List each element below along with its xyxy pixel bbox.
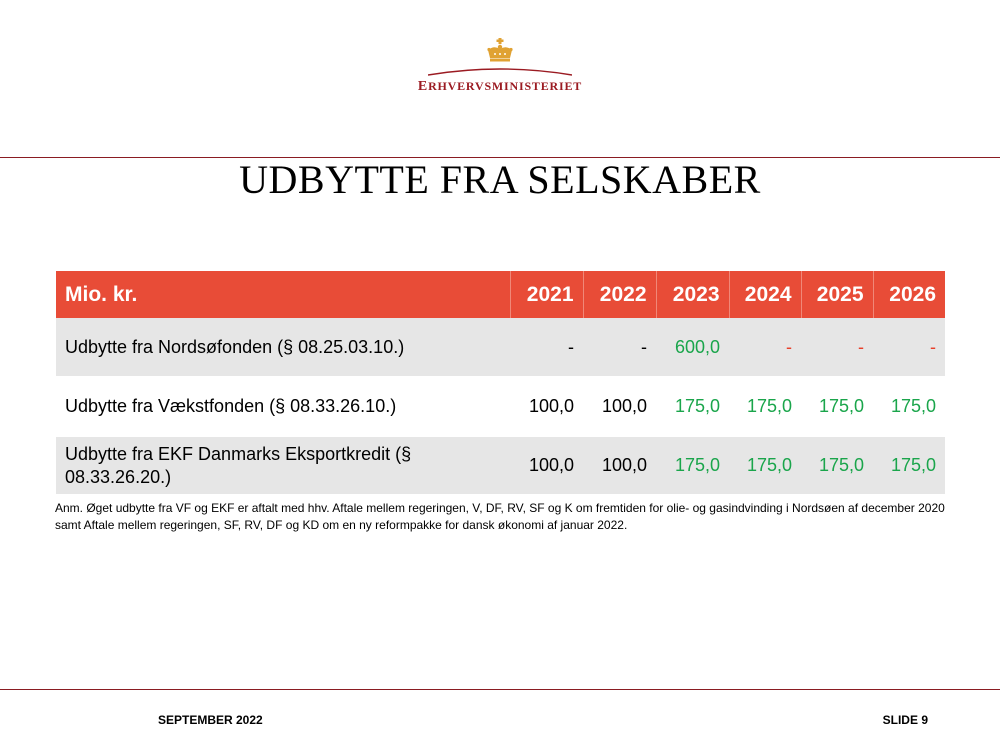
- cell-2022: 100,0: [583, 376, 656, 437]
- header-2023: 2023: [655, 271, 729, 318]
- table-row: Udbytte fra Nordsøfonden (§ 08.25.03.10.…: [56, 318, 945, 376]
- footer-date: SEPTEMBER 2022: [158, 713, 263, 727]
- logo-arc-line: [428, 68, 572, 76]
- row-label: Udbytte fra Nordsøfonden (§ 08.25.03.10.…: [56, 318, 510, 376]
- top-divider: [0, 157, 1000, 158]
- cell-2024: 175,0: [729, 376, 801, 437]
- header-2021: 2021: [509, 271, 583, 318]
- cell-2026: 175,0: [873, 437, 945, 494]
- row-label: Udbytte fra EKF Danmarks Eksportkredit (…: [56, 437, 510, 494]
- bottom-divider: [0, 689, 1000, 690]
- logo-wordmark: ERHVERVSMINISTERIET: [400, 79, 600, 95]
- cell-2024: -: [729, 318, 801, 376]
- cell-2022: -: [583, 318, 656, 376]
- header-2026: 2026: [872, 271, 945, 318]
- logo-rest: RHVERVSMINISTERIET: [428, 79, 583, 93]
- logo-initial: E: [417, 79, 429, 94]
- cell-2022: 100,0: [583, 437, 656, 494]
- cell-2025: -: [801, 318, 873, 376]
- table-note: Anm. Øget udbytte fra VF og EKF er aftal…: [55, 501, 945, 532]
- slide-number: SLIDE 9: [882, 713, 928, 727]
- header-2024: 2024: [728, 271, 801, 318]
- cell-2023: 175,0: [656, 376, 729, 437]
- cell-2021: 100,0: [510, 376, 583, 437]
- crown-icon: [487, 38, 513, 62]
- cell-2024: 175,0: [729, 437, 801, 494]
- header-2022: 2022: [582, 271, 656, 318]
- header-2025: 2025: [800, 271, 873, 318]
- table-row: Udbytte fra EKF Danmarks Eksportkredit (…: [56, 437, 945, 494]
- cell-2025: 175,0: [801, 437, 873, 494]
- page-title: UDBYTTE FRA SELSKABER: [239, 157, 761, 202]
- header-unit: Mio. kr.: [56, 271, 510, 318]
- cell-2026: -: [873, 318, 945, 376]
- table-header-row: Mio. kr. 2021 2022 2023 2024 2025 2026: [56, 271, 945, 318]
- cell-2023: 600,0: [656, 318, 729, 376]
- table-row: Udbytte fra Vækstfonden (§ 08.33.26.10.)…: [56, 376, 945, 437]
- cell-2021: 100,0: [510, 437, 583, 494]
- cell-2025: 175,0: [801, 376, 873, 437]
- dividend-table: Mio. kr. 2021 2022 2023 2024 2025 2026 U…: [56, 271, 945, 494]
- cell-2026: 175,0: [873, 376, 945, 437]
- cell-2021: -: [510, 318, 583, 376]
- row-label: Udbytte fra Vækstfonden (§ 08.33.26.10.): [56, 376, 510, 437]
- cell-2023: 175,0: [656, 437, 729, 494]
- ministry-logo: ERHVERVSMINISTERIET: [400, 38, 600, 94]
